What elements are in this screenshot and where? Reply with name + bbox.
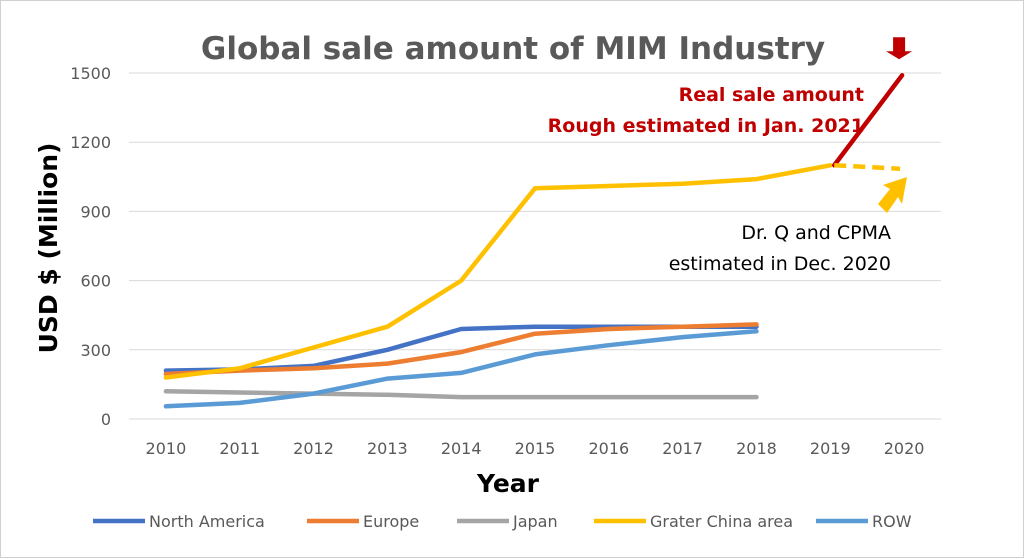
y-tick-300: 300 (80, 341, 111, 360)
y-tick-600: 600 (80, 272, 111, 291)
up-right-arrow-icon (878, 177, 907, 213)
x-tick-2011: 2011 (219, 439, 260, 458)
series-line-japan (163, 389, 759, 400)
legend: North America Europe Japan Grater China are… (93, 512, 912, 531)
legend-label-row: ROW (872, 512, 912, 531)
legend-label-north-america: North America (149, 512, 265, 531)
x-tick-2016: 2016 (588, 439, 629, 458)
down-arrow-icon (886, 37, 913, 60)
y-tick-1200: 1200 (70, 133, 111, 152)
x-tick-labels: 2010 2011 2012 2013 2014 2015 2016 2017 2018 2019… (146, 439, 925, 458)
projection-line-real-sale (832, 73, 905, 168)
y-tick-labels: 0 300 600 900 1200 1500 (70, 64, 111, 429)
annotation-dr-q-line-1: Dr. Q and CPMA (741, 222, 891, 244)
annotation-real-sale-line-1: Real sale amount (679, 84, 864, 106)
series-line-grater-china-area (163, 163, 833, 380)
x-tick-2019: 2019 (810, 439, 851, 458)
y-tick-1500: 1500 (70, 64, 111, 83)
series-line-europe (163, 322, 759, 377)
x-tick-2012: 2012 (293, 439, 334, 458)
x-tick-2015: 2015 (515, 439, 556, 458)
projection-lines: Real sale amount Rough estimated in Jan. … (548, 37, 913, 275)
annotation-dr-q-line-2: estimated in Dec. 2020 (669, 253, 891, 275)
annotation-real-sale-line-2: Rough estimated in Jan. 2021 (548, 115, 864, 137)
y-axis-title: USD $ (Million) (34, 143, 63, 354)
x-tick-2010: 2010 (146, 439, 187, 458)
series-lines (163, 163, 833, 409)
x-tick-2020: 2020 (884, 439, 925, 458)
x-tick-2013: 2013 (367, 439, 408, 458)
x-tick-2018: 2018 (736, 439, 777, 458)
gridlines (129, 72, 941, 420)
x-axis-title: Year (476, 469, 540, 498)
x-tick-2014: 2014 (441, 439, 482, 458)
legend-label-grater-china-area: Grater China area (650, 512, 793, 531)
projection-line-dr-q-cpma (834, 163, 901, 171)
legend-label-europe: Europe (363, 512, 419, 531)
series-line-row (163, 329, 759, 409)
y-tick-900: 900 (80, 202, 111, 221)
y-tick-0: 0 (101, 410, 111, 429)
x-tick-2017: 2017 (662, 439, 703, 458)
legend-label-japan: Japan (512, 512, 558, 531)
chart-title: Global sale amount of MIM Industry (201, 31, 825, 67)
